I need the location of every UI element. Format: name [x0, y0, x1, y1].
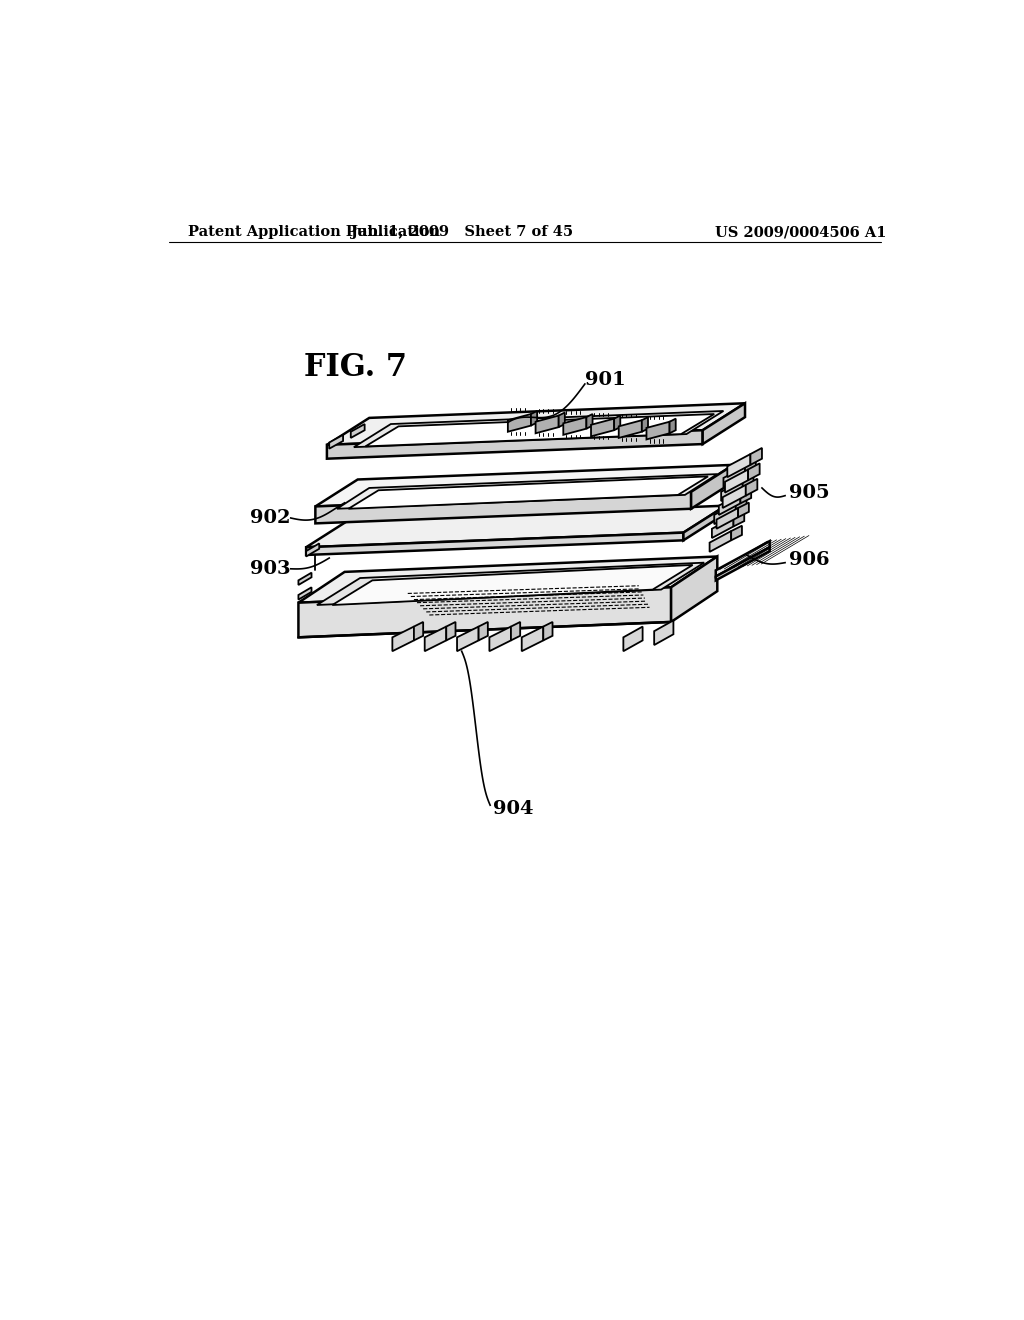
Polygon shape	[727, 454, 751, 478]
Text: 905: 905	[788, 484, 829, 503]
Polygon shape	[702, 404, 745, 444]
Polygon shape	[738, 503, 749, 517]
Polygon shape	[716, 541, 770, 577]
Polygon shape	[446, 622, 456, 640]
Polygon shape	[736, 498, 746, 512]
Polygon shape	[511, 622, 520, 640]
Polygon shape	[614, 416, 621, 430]
Text: 901: 901	[585, 371, 626, 389]
Polygon shape	[670, 418, 676, 433]
Polygon shape	[316, 562, 705, 605]
Polygon shape	[544, 622, 553, 640]
Text: 904: 904	[493, 800, 534, 818]
Text: 906: 906	[788, 552, 829, 569]
Polygon shape	[691, 465, 733, 508]
Polygon shape	[559, 412, 565, 428]
Polygon shape	[457, 627, 478, 651]
Polygon shape	[306, 533, 683, 554]
Polygon shape	[478, 622, 487, 640]
Polygon shape	[742, 475, 754, 490]
Polygon shape	[531, 411, 538, 425]
Polygon shape	[508, 414, 531, 432]
Polygon shape	[306, 506, 726, 548]
Polygon shape	[712, 517, 733, 539]
Polygon shape	[333, 565, 692, 605]
Polygon shape	[489, 627, 511, 651]
Text: FIG. 7: FIG. 7	[304, 352, 407, 383]
Text: Patent Application Publication: Patent Application Publication	[188, 226, 440, 239]
Polygon shape	[414, 622, 423, 640]
Polygon shape	[716, 548, 770, 581]
Polygon shape	[591, 418, 614, 437]
Polygon shape	[536, 416, 559, 433]
Polygon shape	[642, 417, 648, 432]
Polygon shape	[315, 492, 691, 524]
Text: Jan. 1, 2009   Sheet 7 of 45: Jan. 1, 2009 Sheet 7 of 45	[350, 226, 572, 239]
Polygon shape	[366, 414, 714, 446]
Polygon shape	[298, 557, 717, 603]
Polygon shape	[298, 587, 671, 638]
Polygon shape	[710, 531, 731, 552]
Polygon shape	[521, 627, 544, 651]
Polygon shape	[646, 422, 670, 440]
Polygon shape	[348, 477, 708, 508]
Text: 902: 902	[250, 510, 291, 527]
Polygon shape	[298, 573, 311, 585]
Polygon shape	[330, 434, 343, 449]
Polygon shape	[719, 494, 740, 515]
Polygon shape	[717, 508, 738, 529]
Polygon shape	[731, 525, 742, 540]
Polygon shape	[327, 404, 745, 445]
Polygon shape	[725, 470, 749, 492]
Polygon shape	[745, 461, 756, 475]
Polygon shape	[654, 620, 674, 645]
Polygon shape	[733, 512, 744, 527]
Polygon shape	[745, 479, 758, 496]
Polygon shape	[337, 474, 717, 508]
Polygon shape	[425, 627, 446, 651]
Polygon shape	[327, 430, 702, 459]
Polygon shape	[714, 503, 736, 524]
Polygon shape	[587, 414, 593, 429]
Polygon shape	[671, 557, 717, 622]
Polygon shape	[392, 627, 414, 651]
Polygon shape	[618, 420, 642, 438]
Polygon shape	[721, 480, 742, 502]
Polygon shape	[740, 488, 752, 503]
Polygon shape	[723, 484, 745, 508]
Polygon shape	[351, 424, 365, 438]
Polygon shape	[751, 447, 762, 465]
Polygon shape	[354, 411, 724, 447]
Polygon shape	[749, 463, 760, 480]
Polygon shape	[724, 466, 745, 487]
Polygon shape	[315, 465, 733, 507]
Polygon shape	[624, 627, 643, 651]
Polygon shape	[683, 506, 726, 540]
Polygon shape	[306, 544, 319, 557]
Text: 903: 903	[250, 560, 291, 578]
Polygon shape	[298, 587, 311, 599]
Polygon shape	[563, 417, 587, 434]
Text: US 2009/0004506 A1: US 2009/0004506 A1	[715, 226, 886, 239]
